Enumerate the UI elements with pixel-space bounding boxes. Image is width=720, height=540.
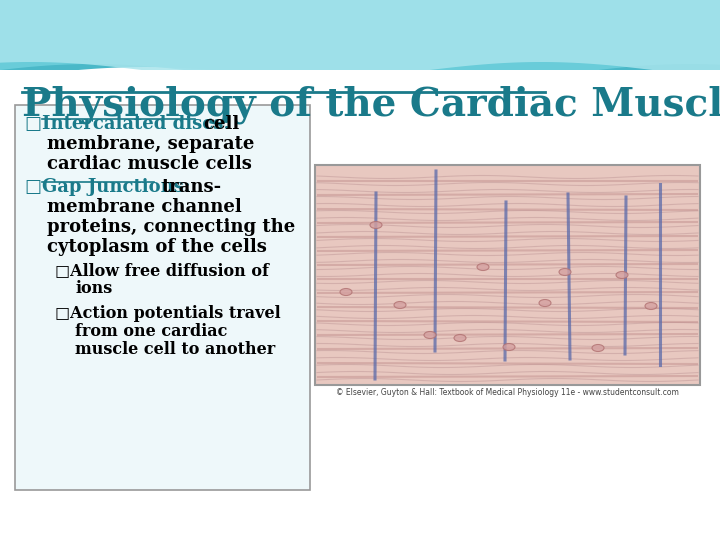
Ellipse shape	[539, 300, 551, 307]
Text: ions: ions	[75, 280, 112, 297]
Text: □Action potentials travel: □Action potentials travel	[55, 305, 281, 322]
Text: Physiology of the Cardiac Muscle: Physiology of the Cardiac Muscle	[22, 85, 720, 124]
Text: cytoplasm of the cells: cytoplasm of the cells	[47, 238, 267, 256]
Text: membrane channel: membrane channel	[47, 198, 242, 216]
Text: □Intercalated discs:: □Intercalated discs:	[25, 115, 236, 133]
Ellipse shape	[477, 264, 489, 271]
Text: □Gap Junctions:: □Gap Junctions:	[25, 178, 197, 196]
Ellipse shape	[503, 343, 515, 350]
Ellipse shape	[616, 272, 628, 279]
Text: muscle cell to another: muscle cell to another	[75, 341, 275, 358]
Text: membrane, separate: membrane, separate	[47, 135, 254, 153]
Ellipse shape	[340, 288, 352, 295]
FancyBboxPatch shape	[315, 165, 700, 385]
Polygon shape	[0, 0, 720, 103]
Ellipse shape	[424, 332, 436, 339]
FancyBboxPatch shape	[15, 105, 310, 490]
Ellipse shape	[645, 302, 657, 309]
Text: © Elsevier, Guyton & Hall: Textbook of Medical Physiology 11e - www.studentconsu: © Elsevier, Guyton & Hall: Textbook of M…	[336, 388, 679, 397]
Text: cell: cell	[203, 115, 239, 133]
Ellipse shape	[394, 301, 406, 308]
Polygon shape	[0, 0, 720, 82]
Ellipse shape	[592, 345, 604, 352]
Polygon shape	[0, 0, 720, 92]
Ellipse shape	[559, 268, 571, 275]
Text: from one cardiac: from one cardiac	[75, 323, 228, 340]
FancyBboxPatch shape	[0, 70, 720, 540]
Text: proteins, connecting the: proteins, connecting the	[47, 218, 295, 236]
Ellipse shape	[370, 221, 382, 228]
Text: □Allow free diffusion of: □Allow free diffusion of	[55, 262, 269, 279]
Text: cardiac muscle cells: cardiac muscle cells	[47, 155, 252, 173]
Text: trans-: trans-	[162, 178, 222, 196]
Ellipse shape	[454, 334, 466, 341]
